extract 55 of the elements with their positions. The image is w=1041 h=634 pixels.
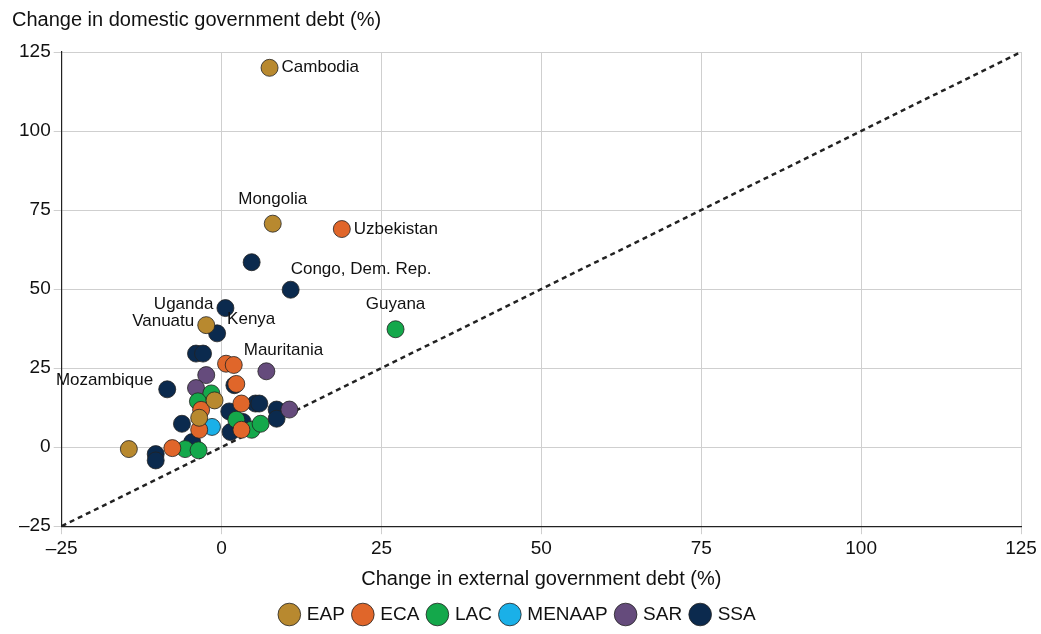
x-tick-label: 0	[216, 536, 227, 558]
y-tick-label: 25	[29, 356, 51, 378]
x-axis-title: Change in external government debt (%)	[361, 566, 722, 589]
legend-label: SSA	[717, 602, 757, 624]
legend-label: ECA	[380, 602, 420, 624]
annotation: Mauritania	[243, 340, 324, 360]
point	[163, 439, 182, 458]
y-axis-title: Change in domestic government debt (%)	[12, 8, 382, 31]
point	[242, 253, 261, 272]
legend-label: MENAAP	[527, 602, 608, 624]
point	[251, 414, 270, 433]
annotation: Mongolia	[238, 188, 308, 208]
point	[386, 320, 405, 339]
point	[224, 356, 243, 374]
x-tick-label: 125	[1005, 536, 1037, 558]
y-tick-label: 50	[29, 277, 51, 299]
point	[257, 362, 276, 381]
point	[332, 220, 351, 238]
legend-label: SAR	[643, 602, 683, 624]
point	[260, 58, 279, 77]
point	[280, 400, 299, 419]
point	[189, 441, 208, 460]
legend-label: LAC	[454, 602, 492, 624]
point	[205, 391, 224, 410]
point	[190, 408, 209, 427]
point	[119, 440, 138, 458]
y-tick-label: 125	[19, 40, 51, 62]
legend-label: EAP	[306, 602, 345, 624]
y-tick-label: –25	[19, 514, 51, 536]
point	[194, 344, 212, 363]
annotation: Uzbekistan	[353, 218, 438, 238]
x-tick-label: 50	[530, 536, 552, 558]
point	[173, 414, 191, 433]
point	[146, 451, 165, 470]
y-tick-label: 0	[40, 435, 51, 457]
annotation: Guyana	[365, 294, 426, 314]
annotation: Congo, Dem. Rep.	[290, 258, 432, 278]
annotation: Uganda	[153, 293, 214, 313]
point	[197, 316, 216, 335]
point	[158, 380, 177, 399]
y-tick-label: 100	[19, 119, 51, 141]
point	[232, 420, 251, 439]
point	[197, 366, 216, 384]
y-tick-label: 75	[29, 198, 51, 220]
annotation: Kenya	[227, 308, 276, 328]
x-tick-label: 100	[845, 536, 877, 558]
point	[232, 394, 251, 413]
x-tick-label: 25	[370, 536, 393, 558]
x-tick-label: –25	[45, 536, 78, 558]
x-tick-label: 75	[690, 536, 712, 558]
point	[263, 214, 282, 233]
annotation: Cambodia	[281, 57, 360, 77]
point	[281, 280, 300, 299]
point	[267, 409, 286, 428]
point	[250, 394, 269, 413]
